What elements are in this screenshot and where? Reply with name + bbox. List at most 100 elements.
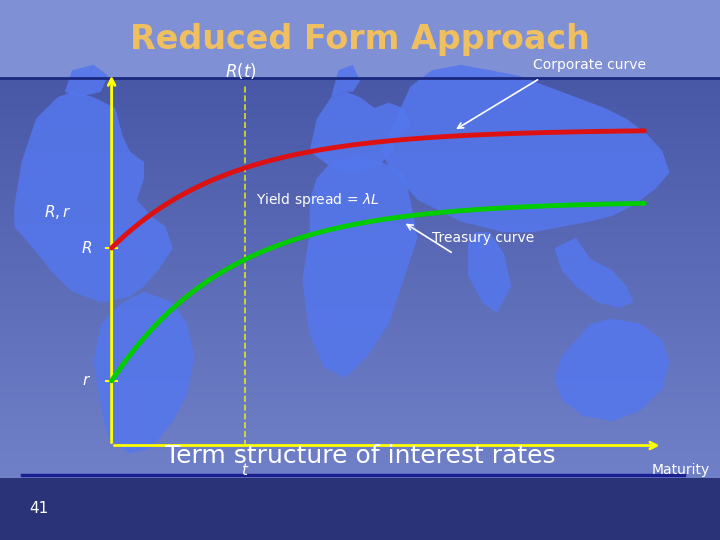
Bar	[0, 26, 720, 29]
Bar	[0, 287, 720, 289]
Bar	[0, 394, 720, 397]
Bar	[0, 86, 720, 89]
Bar	[0, 225, 720, 227]
Bar	[0, 45, 720, 48]
Bar	[0, 299, 720, 301]
Bar	[0, 122, 720, 124]
Bar	[0, 244, 720, 246]
Bar	[0, 265, 720, 268]
Bar	[0, 347, 720, 349]
Bar	[0, 184, 720, 186]
Text: Term structure of interest rates: Term structure of interest rates	[165, 444, 555, 468]
Bar	[0, 218, 720, 220]
Bar	[0, 406, 720, 409]
Bar	[0, 5, 720, 7]
Text: $R(t)$: $R(t)$	[225, 61, 257, 81]
Bar	[0, 62, 720, 64]
Polygon shape	[302, 157, 418, 378]
Bar	[0, 334, 720, 337]
Bar	[0, 36, 720, 38]
Polygon shape	[468, 232, 511, 313]
Bar	[0, 322, 720, 325]
Bar	[0, 351, 720, 354]
Bar	[0, 172, 720, 174]
Bar	[0, 373, 720, 375]
Bar	[0, 356, 720, 359]
Bar	[0, 57, 720, 60]
Bar	[0, 292, 720, 294]
Bar	[0, 473, 720, 476]
Bar	[0, 220, 720, 222]
Bar	[0, 160, 720, 163]
Bar	[0, 384, 720, 387]
Bar	[0, 370, 720, 373]
Bar	[0, 418, 720, 421]
Bar	[0, 179, 720, 181]
Bar	[0, 19, 720, 22]
Bar	[0, 294, 720, 296]
Bar	[0, 241, 720, 244]
Bar	[0, 325, 720, 327]
Bar	[0, 163, 720, 165]
Bar	[0, 55, 720, 57]
Bar	[0, 52, 720, 55]
Bar	[0, 15, 720, 17]
Bar	[0, 0, 720, 2]
Bar	[0, 198, 720, 201]
Bar	[0, 332, 720, 334]
Polygon shape	[554, 238, 634, 308]
Bar	[0, 263, 720, 265]
Bar	[0, 270, 720, 272]
Polygon shape	[554, 319, 670, 421]
Bar	[0, 170, 720, 172]
Bar	[0, 213, 720, 215]
Bar	[0, 468, 720, 471]
Bar	[0, 320, 720, 322]
Bar	[0, 31, 720, 33]
Bar	[0, 342, 720, 344]
Polygon shape	[331, 65, 360, 97]
Bar	[0, 107, 720, 110]
Bar	[0, 105, 720, 107]
Bar	[0, 196, 720, 198]
Bar	[0, 232, 720, 234]
Bar	[0, 89, 720, 91]
Text: $t$: $t$	[240, 462, 249, 478]
Bar	[0, 153, 720, 156]
Bar	[0, 459, 720, 461]
Bar	[0, 50, 720, 52]
Polygon shape	[65, 65, 108, 97]
Bar	[0, 421, 720, 423]
Bar	[0, 313, 720, 315]
Bar	[0, 442, 720, 444]
Bar	[0, 397, 720, 399]
Bar	[0, 308, 720, 310]
Bar	[0, 148, 720, 151]
Bar	[0, 7, 720, 10]
Bar	[0, 277, 720, 280]
Bar	[0, 12, 720, 15]
Bar	[0, 404, 720, 406]
Bar	[0, 201, 720, 203]
Bar	[0, 456, 720, 459]
Bar	[0, 74, 720, 77]
Bar	[0, 215, 720, 218]
Bar	[0, 310, 720, 313]
Bar	[0, 81, 720, 84]
Bar	[0, 430, 720, 433]
Bar	[0, 471, 720, 473]
Bar	[0, 246, 720, 248]
Bar	[0, 10, 720, 12]
Bar	[0, 167, 720, 170]
Bar	[0, 285, 720, 287]
Bar	[0, 282, 720, 285]
Bar	[0, 136, 720, 139]
Bar	[0, 174, 720, 177]
Bar	[0, 177, 720, 179]
Bar	[0, 181, 720, 184]
Text: $R, r$: $R, r$	[44, 203, 71, 221]
Bar	[0, 186, 720, 189]
Bar	[0, 158, 720, 160]
Bar	[0, 260, 720, 263]
Bar	[0, 444, 720, 447]
